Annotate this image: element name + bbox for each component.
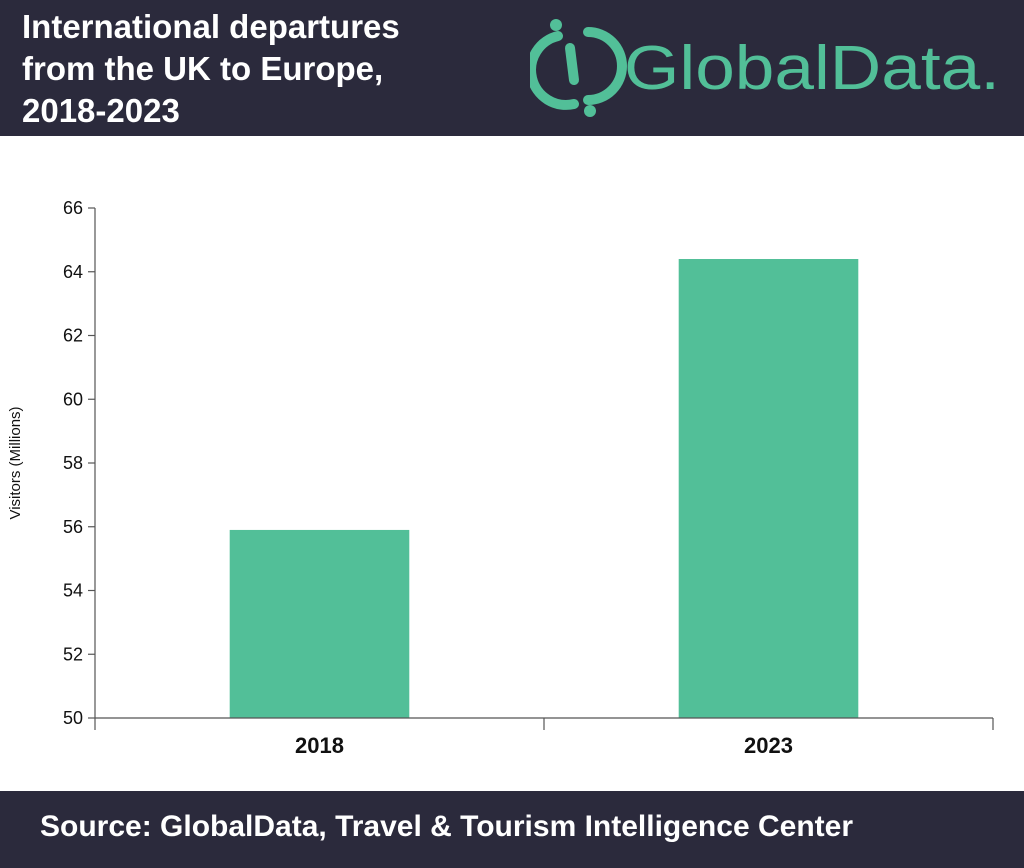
chart-title: International departures from the UK to …: [22, 6, 542, 132]
y-tick-label: 60: [63, 389, 83, 409]
x-category-label: 2023: [744, 733, 793, 758]
y-tick-label: 58: [63, 453, 83, 473]
logo-dot-bottom: [584, 105, 596, 117]
x-axis: 2018 2023: [94, 717, 994, 758]
bar-2023: [678, 259, 859, 718]
y-tick-label: 66: [63, 198, 83, 218]
y-tick-label: 64: [63, 262, 83, 282]
y-tick-label: 50: [63, 708, 83, 728]
y-tick-label: 56: [63, 517, 83, 537]
logo-dot-top: [550, 19, 562, 31]
x-category-label: 2018: [295, 733, 344, 758]
logo-wordmark: GlobalData.: [624, 34, 1000, 103]
y-tick-label: 54: [63, 581, 83, 601]
y-axis-label: Visitors (Millions): [7, 406, 24, 519]
globaldata-logo: GlobalData.: [530, 19, 1000, 117]
bar-chart: 50 52 54 56 58 60 62 64 66 2018 2023 Visitors (Mi…: [7, 198, 994, 758]
title-line-1: International departures: [22, 8, 400, 45]
title-line-2: from the UK to Europe,: [22, 50, 384, 87]
y-axis: 50 52 54 56 58 60 62 64 66: [63, 198, 96, 728]
title-line-3: 2018-2023: [22, 92, 180, 129]
globaldata-logo-icon: [530, 27, 627, 110]
y-tick-label: 52: [63, 644, 83, 664]
chart-footer: Source: GlobalData, Travel & Tourism Int…: [0, 791, 1024, 868]
bar-2018: [229, 529, 410, 718]
bars: [229, 259, 859, 718]
y-tick-label: 62: [63, 326, 83, 346]
source-note: Source: GlobalData, Travel & Tourism Int…: [40, 810, 853, 843]
chart-header: International departures from the UK to …: [0, 0, 1024, 136]
